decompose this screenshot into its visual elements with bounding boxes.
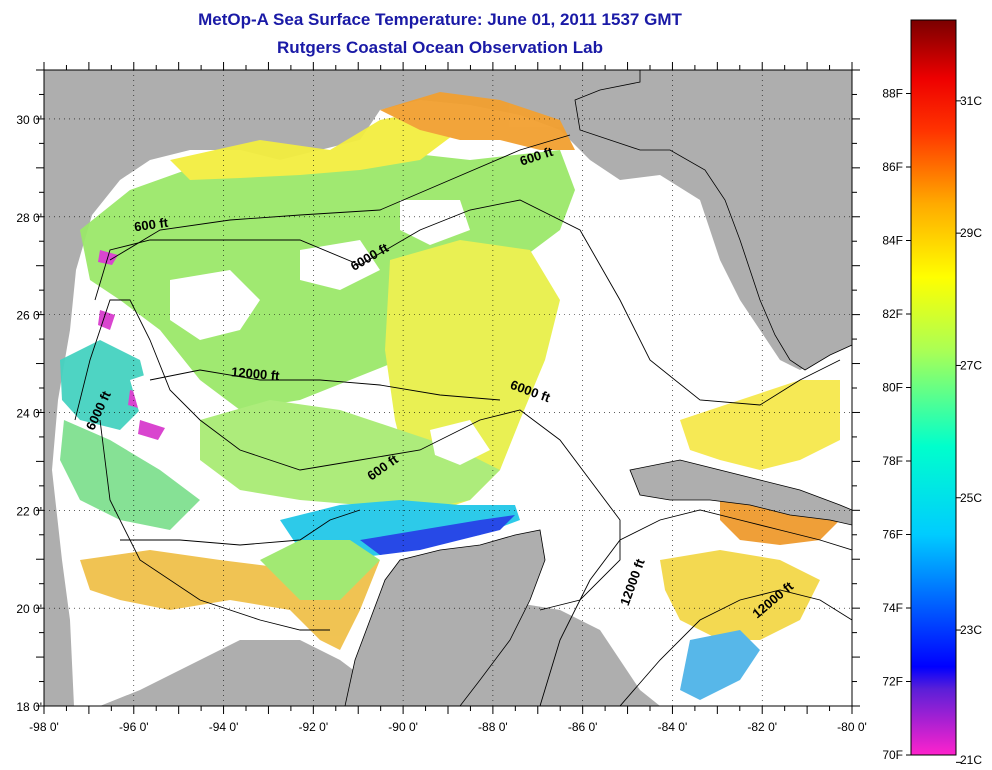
bathymetry-contours: [74, 134, 852, 706]
y-tick-label: 26 0': [16, 309, 42, 323]
x-tick-label: -94 0': [209, 720, 239, 734]
colorbar-f-label: 78F: [882, 454, 903, 468]
yucatan-land: [344, 529, 546, 706]
florida-land: [574, 70, 852, 371]
axis-ticks: -98 0' -96 0' -94 0' -92 0' -90 0' -88 0' -86 …: [16, 62, 867, 734]
x-tick-label: -98 0': [29, 720, 59, 734]
x-tick-label: -82 0': [747, 720, 777, 734]
colorbar-f-label: 76F: [882, 528, 903, 542]
x-tick-label: -80 0': [837, 720, 867, 734]
x-tick-label: -88 0': [478, 720, 508, 734]
x-tick-label: -90 0': [388, 720, 418, 734]
graticule: [44, 70, 852, 706]
colorbar-c-label: 23C: [960, 623, 982, 637]
map-title: MetOp-A Sea Surface Temperature: June 01…: [198, 10, 682, 29]
x-tick-label: -86 0': [568, 720, 598, 734]
colorbar-f-label: 72F: [882, 675, 903, 689]
colorbar-f-label: 88F: [882, 87, 903, 101]
colorbar-f-label: 82F: [882, 307, 903, 321]
colorbar-f-label: 84F: [882, 234, 903, 248]
colorbar-ticks: 70F 72F 74F 76F 78F 80F 82F 84F 86F 88F 21C 23C 25C 2…: [882, 87, 982, 768]
x-tick-label: -92 0': [299, 720, 329, 734]
x-tick-label: -96 0': [119, 720, 149, 734]
colorbar-c-label: 25C: [960, 491, 982, 505]
cuba-land: [629, 459, 852, 526]
colorbar-c-label: 27C: [960, 358, 982, 372]
y-tick-label: 30 0': [16, 113, 42, 127]
y-tick-label: 24 0': [16, 406, 42, 420]
y-tick-label: 20 0': [16, 602, 42, 616]
y-tick-label: 18 0': [16, 700, 42, 714]
colorbar-c-label: 31C: [960, 94, 982, 108]
contour-label: 600 ft: [133, 215, 169, 235]
colorbar-f-label: 70F: [882, 748, 903, 762]
colorbar-f-label: 74F: [882, 601, 903, 615]
colorbar: [910, 19, 957, 756]
sst-imagery: [60, 92, 840, 700]
contour-label: 12000 ft: [231, 364, 281, 383]
y-tick-label: 28 0': [16, 211, 42, 225]
colorbar-f-label: 80F: [882, 381, 903, 395]
colorbar-c-label: 29C: [960, 226, 982, 240]
y-tick-label: 22 0': [16, 504, 42, 518]
x-tick-label: -84 0': [658, 720, 688, 734]
colorbar-c-label: 21C: [960, 753, 982, 767]
colorbar-f-label: 86F: [882, 160, 903, 174]
map-subtitle: Rutgers Coastal Ocean Observation Lab: [277, 38, 603, 57]
